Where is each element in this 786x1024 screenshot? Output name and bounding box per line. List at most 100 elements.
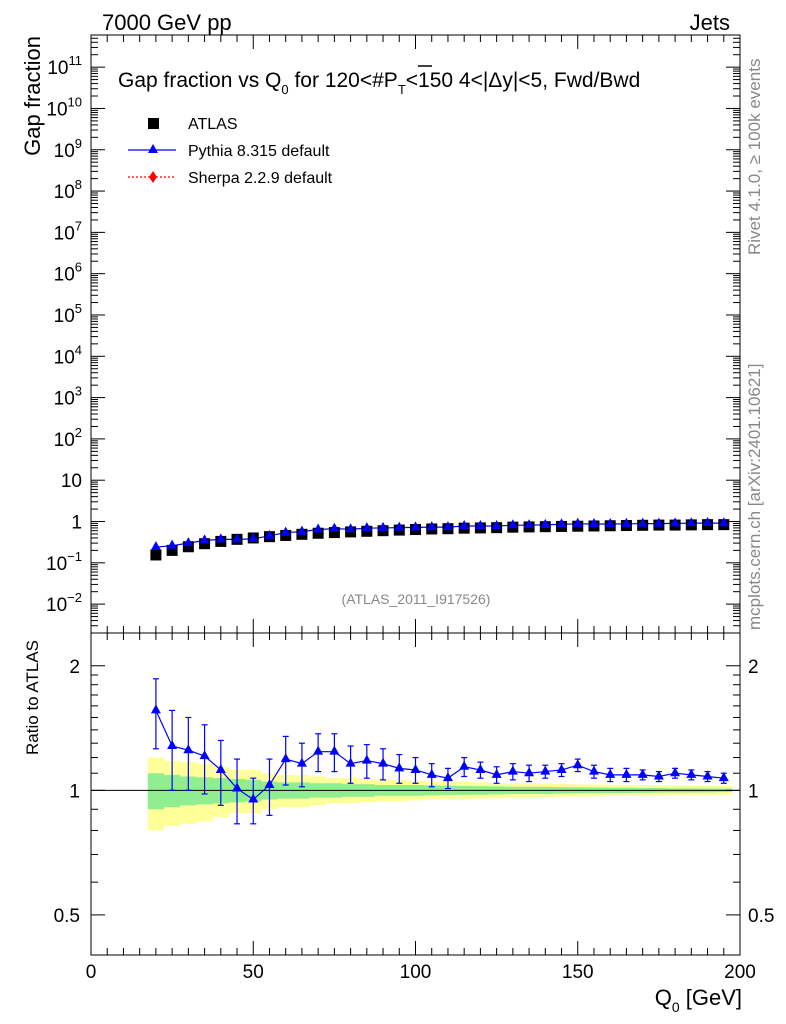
legend-sherpa-label: Sherpa 2.2.9 default [188, 170, 333, 187]
atlas-point [182, 541, 194, 553]
pythia-point [378, 521, 389, 531]
pythia-ratio-point [426, 768, 437, 778]
pythia-point [588, 518, 599, 528]
ytick-label: 107 [54, 218, 82, 244]
legend-atlas-marker [148, 118, 159, 129]
pythia-ratio-point [232, 782, 243, 792]
pythia-point [264, 529, 275, 539]
legend-pythia-label: Pythia 8.315 default [188, 143, 330, 160]
pythia-ratio-point [345, 757, 356, 767]
pythia-ratio-point [150, 704, 161, 714]
ratio-ytick-label-right: 2 [748, 657, 759, 678]
pythia-ratio-point [572, 759, 583, 769]
atlas-point [199, 538, 211, 550]
pythia-point [345, 523, 356, 533]
pythia-point [621, 517, 632, 527]
pythia-ratio-point [605, 768, 616, 778]
pythia-point [426, 521, 437, 531]
pythia-ratio-point [167, 739, 178, 749]
pythia-point [199, 534, 210, 544]
pythia-point [329, 522, 340, 532]
pythia-ratio-point [248, 793, 259, 803]
pythia-point [491, 519, 502, 529]
pythia-ratio-point [556, 763, 567, 773]
pythia-ratio-point [718, 772, 729, 782]
pythia-ratio-point [183, 744, 194, 754]
pythia-ratio-point [280, 753, 291, 763]
pythia-point [296, 525, 307, 535]
pythia-point [653, 517, 664, 527]
legend-sherpa-marker [149, 171, 157, 183]
ytick-label: 103 [54, 384, 82, 410]
bottom-ytick-labels: 0.5 0.5 1 1 2 2 [54, 657, 775, 927]
top-axis-ticks [90, 34, 741, 634]
pythia-point [507, 519, 518, 529]
pythia-point [215, 533, 226, 543]
ratio-ytick-label-left: 0.5 [54, 906, 80, 927]
analysis-watermark: (ATLAS_2011_I917526) [342, 591, 491, 607]
ytick-label: 10−1 [46, 549, 82, 575]
pythia-point [702, 517, 713, 527]
pythia-ratio-point [621, 768, 632, 778]
pythia-point [280, 526, 291, 536]
pythia-point [313, 523, 324, 533]
pythia-ratio-point [686, 768, 697, 778]
pythia-point [686, 517, 697, 527]
pythia-point [475, 519, 486, 529]
pythia-ratio-point [215, 763, 226, 773]
mcplots-label: mcplots.cern.ch [arXiv:2401.10621] [745, 364, 764, 630]
atlas-point [361, 525, 373, 537]
legend: ATLAS Pythia 8.315 default Sherpa 2.2.9 … [128, 116, 333, 187]
ratio-bands [91, 757, 740, 831]
pythia-ratio-point [491, 768, 502, 778]
atlas-point [166, 544, 178, 556]
ratio-ytick-label-left: 1 [69, 781, 80, 802]
pythia-point [248, 532, 259, 542]
ytick-label: 10−2 [46, 590, 82, 616]
header-left: 7000 GeV pp [102, 10, 232, 35]
legend-atlas-label: ATLAS [188, 116, 238, 133]
pythia-ratio-point [394, 762, 405, 772]
pythia-ratio-point [653, 770, 664, 780]
ratio-series [150, 678, 729, 825]
stat-uncertainty-band [147, 773, 732, 810]
pythia-ratio-point [378, 757, 389, 767]
pythia-ratio-point [702, 770, 713, 780]
pythia-ratio-point [524, 767, 535, 777]
pythia-ratio-point [459, 760, 470, 770]
ytick-label: 108 [54, 177, 82, 203]
xtick-label: 50 [243, 962, 264, 983]
pythia-point [572, 517, 583, 527]
pythia-ratio-point [264, 779, 275, 789]
plot-title: Gap fraction vs Q0 for 120<#PT<150 4<|Δy… [118, 69, 640, 97]
header-right: Jets [690, 10, 730, 35]
xtick-label: 200 [724, 962, 756, 983]
pythia-point [150, 541, 161, 551]
bottom-axis-ticks [90, 633, 741, 956]
pythia-point [442, 521, 453, 531]
pythia-point [670, 517, 681, 527]
ratio-ytick-label-right: 1 [748, 781, 759, 802]
atlas-point [150, 549, 162, 561]
ytick-label: 10 [61, 471, 82, 492]
pythia-ratio-point [637, 768, 648, 778]
xtick-labels: 0 50 100 150 200 [86, 962, 756, 983]
pythia-point [361, 522, 372, 532]
ytick-label: 1010 [46, 94, 82, 120]
atlas-point [328, 527, 340, 539]
atlas-point [312, 527, 324, 539]
pythia-point [183, 537, 194, 547]
ratio-ytick-label-left: 2 [69, 657, 80, 678]
top-ytick-labels: 10−2 10−1 1 10 102 103 104 105 106 107 108 109 1010 1… [46, 53, 82, 616]
pythia-ratio-point [507, 765, 518, 775]
ytick-label: 1011 [47, 53, 82, 79]
xtick-label: 0 [86, 962, 97, 983]
ytick-label: 109 [54, 136, 82, 162]
pythia-ratio-point [313, 745, 324, 755]
pythia-point [394, 521, 405, 531]
ytick-label: 1 [71, 513, 82, 534]
ytick-label: 102 [54, 425, 82, 451]
top-series [150, 517, 730, 561]
pythia-point [718, 517, 729, 527]
